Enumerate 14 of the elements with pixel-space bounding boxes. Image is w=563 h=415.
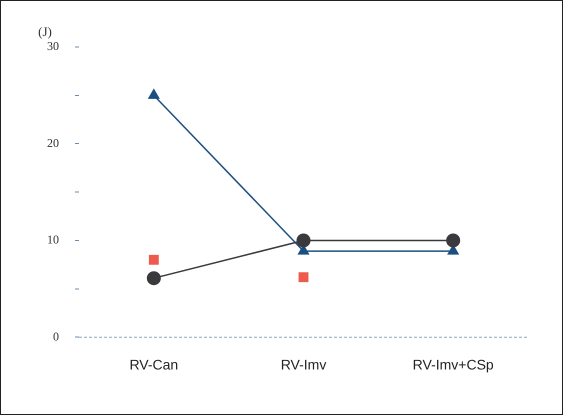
point xyxy=(148,88,160,99)
point xyxy=(296,233,310,248)
y-axis-title: (J) xyxy=(38,24,52,39)
y-tick-label: 20 xyxy=(47,136,59,150)
x-tick-label: RV-Can xyxy=(129,356,178,372)
point xyxy=(298,272,308,282)
y-tick-label: 30 xyxy=(47,39,59,54)
x-tick-label: RV-Imv xyxy=(280,356,326,372)
y-tick-label: 0 xyxy=(53,329,59,344)
point xyxy=(446,233,460,248)
y-tick-label: 10 xyxy=(47,232,59,247)
point xyxy=(148,254,159,265)
x-tick-label: RV-Imv+CSp xyxy=(412,356,494,372)
point xyxy=(146,271,161,286)
